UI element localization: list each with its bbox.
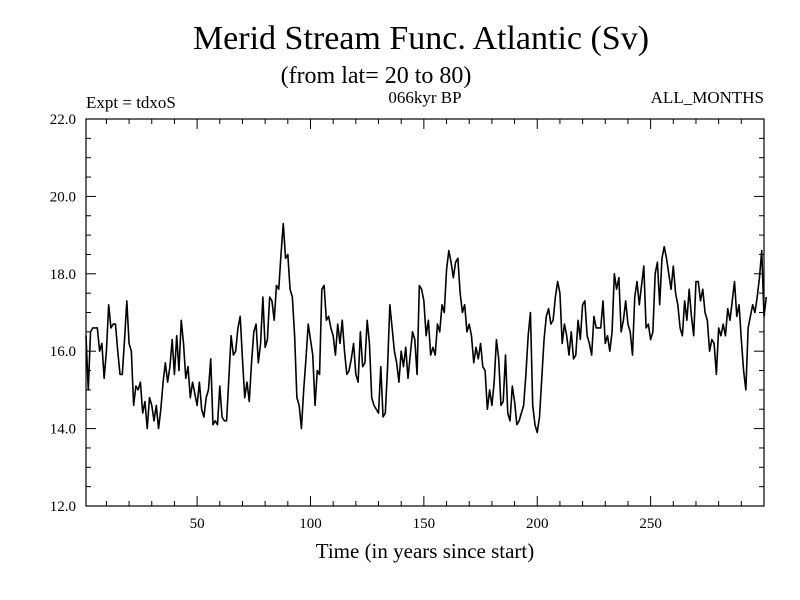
x-tick-label: 150	[413, 516, 436, 532]
period-label: 066kyr BP	[388, 88, 461, 107]
y-tick-label: 16.0	[50, 344, 76, 360]
plot-frame	[85, 118, 765, 507]
chart-title: Merid Stream Func. Atlantic (Sv)	[193, 20, 649, 57]
y-tick-label: 14.0	[50, 422, 76, 438]
experiment-label: Expt = tdxoS	[86, 93, 176, 112]
y-tick-label: 18.0	[50, 267, 76, 283]
x-tick-label: 100	[299, 516, 322, 532]
x-tick-label: 200	[526, 516, 549, 532]
months-label: ALL_MONTHS	[651, 88, 764, 107]
y-tick-label: 22.0	[50, 112, 76, 128]
x-tick-label: 50	[190, 516, 205, 532]
series-line	[85, 222, 768, 434]
y-tick-label: 20.0	[50, 189, 76, 205]
x-axis-label: Time (in years since start)	[316, 539, 535, 563]
tick-labels: 50 100 150 200 250 12.0 14.0 16.0 18.0 20.0 22.0	[50, 112, 662, 532]
y-tick-label: 12.0	[50, 499, 76, 515]
chart-subtitle: (from lat= 20 to 80)	[281, 63, 472, 89]
x-tick-label: 250	[639, 516, 662, 532]
